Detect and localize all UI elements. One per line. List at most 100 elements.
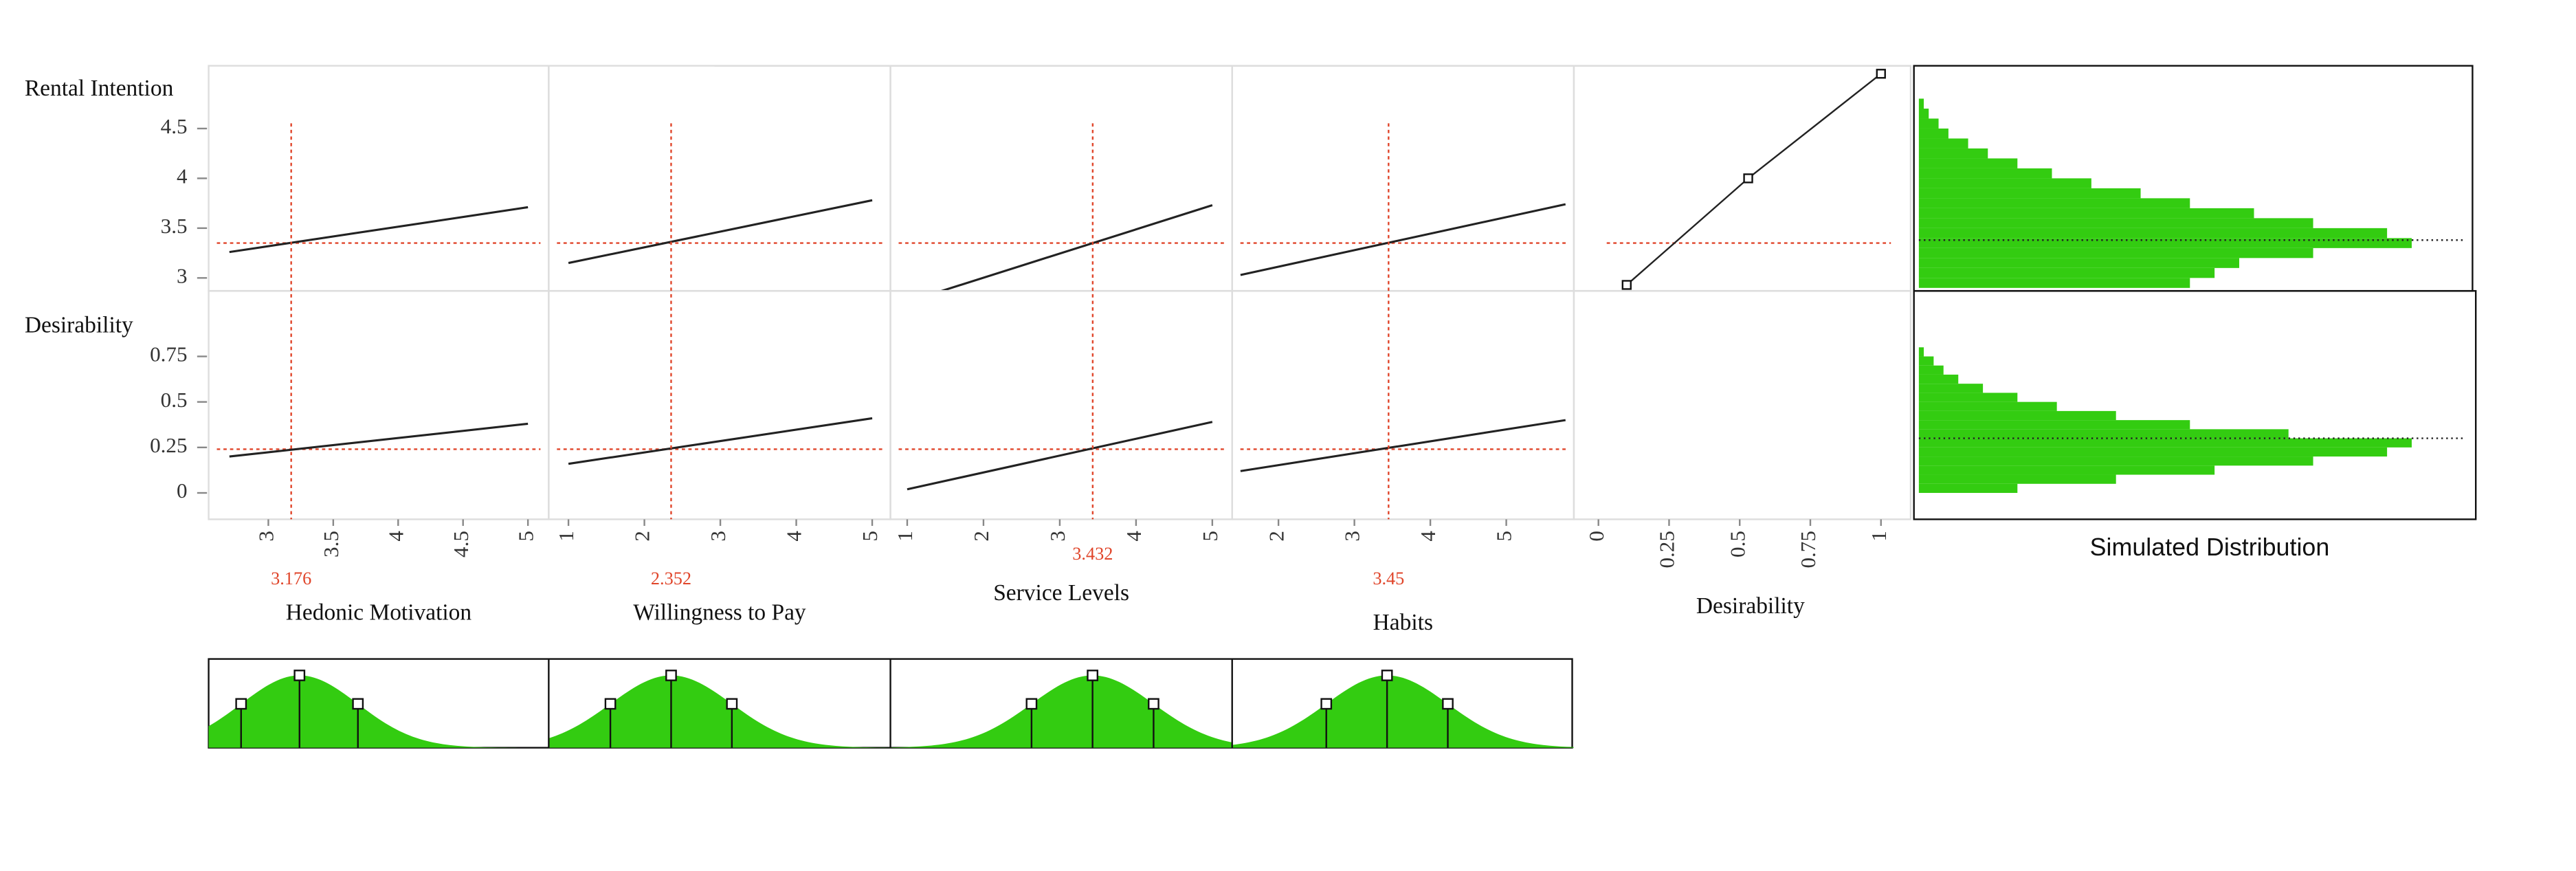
x-tick-label: 0.5 [1725, 531, 1749, 558]
sim-bar [1918, 138, 1968, 148]
factor-label: Hedonic Motivation [286, 600, 472, 626]
profile-line [568, 199, 873, 265]
input-distribution [1232, 675, 1574, 748]
y-tick-label: 0 [177, 478, 188, 503]
x-tick-label: 0 [1584, 531, 1608, 542]
profile-line [229, 422, 529, 458]
sim-bar [1918, 108, 1929, 119]
dist-handle [1442, 698, 1454, 710]
dist-handle [604, 698, 617, 710]
dist-handle [1381, 670, 1393, 681]
x-tick-label: 1 [893, 531, 917, 542]
sim-bar [1918, 278, 2190, 288]
x-tick-label: 2 [969, 531, 993, 542]
x-tick-label: 1 [554, 531, 578, 542]
x-tick-label: 4 [1122, 531, 1146, 542]
dist-handle [1320, 698, 1333, 710]
y-tick-label: 0.75 [150, 342, 187, 366]
factor-label: Desirability [1696, 593, 1805, 619]
panel [1573, 289, 1912, 520]
desirability-handle [1621, 280, 1632, 290]
y-tick-label: 0.5 [161, 388, 188, 412]
x-tick-label: 5 [858, 531, 882, 542]
dist-handle [726, 698, 738, 710]
sim-frame [1913, 289, 2477, 520]
y-tick-label: 0.25 [150, 433, 187, 457]
sim-bar [1918, 158, 2018, 168]
sim-bar [1918, 208, 2254, 219]
sim-bar [1918, 401, 2057, 411]
x-tick-label: 2 [630, 531, 654, 542]
sim-bar [1918, 393, 2018, 402]
x-tick-label: 4 [782, 531, 806, 542]
profile-line [1240, 203, 1566, 276]
desirability-handle [1743, 173, 1753, 184]
sim-bar [1918, 168, 2052, 179]
current-value: 2.352 [651, 569, 691, 588]
x-tick-label: 3 [706, 531, 730, 542]
current-value: 3.176 [271, 569, 311, 588]
x-tick-label: 3 [1340, 531, 1364, 542]
sim-bar [1918, 228, 2388, 239]
factor-label: Willingness to Pay [633, 600, 806, 626]
dist-handle [293, 670, 306, 681]
dist-handle [1025, 698, 1038, 710]
x-tick-label: 3.5 [319, 531, 343, 558]
dist-handle [1148, 698, 1159, 710]
sim-title: Simulated Distribution [2090, 533, 2330, 561]
sim-bar [1918, 118, 1939, 129]
profile-line [938, 204, 1213, 291]
x-tick-label: 0.75 [1796, 531, 1820, 568]
sim-bar [1918, 384, 1984, 393]
x-tick-label: 5 [1198, 531, 1222, 542]
sim-bar [1918, 474, 2116, 484]
y-tick-label: 3.5 [161, 214, 188, 238]
dist-handle [665, 670, 677, 681]
x-tick-label: 4.5 [449, 531, 473, 558]
sim-bar [1918, 447, 2388, 457]
sim-bar [1918, 429, 2289, 439]
sim-bar [1918, 258, 2239, 268]
x-tick-label: 4 [1416, 531, 1440, 542]
x-tick-label: 5 [513, 531, 537, 542]
x-tick-label: 4 [384, 531, 408, 542]
x-tick-label: 3 [254, 531, 278, 542]
factor-label: Service Levels [993, 580, 1129, 606]
profile-line [568, 417, 873, 465]
dist-handle [1087, 670, 1099, 681]
y-tick-label: 3 [177, 263, 188, 287]
sim-bar [1918, 178, 2091, 188]
sim-bar [1918, 420, 2190, 430]
dist-handle [235, 698, 247, 710]
input-distribution [890, 675, 1232, 748]
y-tick-label: 4.5 [161, 114, 188, 138]
sim-bar [1918, 410, 2116, 421]
sim-bar [1918, 267, 2215, 278]
sim-bar [1918, 365, 1944, 375]
sim-bar [1918, 347, 1924, 357]
sim-bar [1918, 128, 1948, 139]
dist-handle [352, 698, 364, 710]
sim-bar [1918, 148, 1988, 159]
input-distribution [208, 675, 549, 748]
x-tick-label: 2 [1264, 531, 1288, 542]
sim-bar [1918, 356, 1934, 366]
response-label: Rental Intention [25, 76, 174, 101]
x-tick-label: 1 [1867, 531, 1891, 542]
x-tick-label: 5 [1492, 531, 1516, 542]
sim-bar [1918, 438, 2412, 448]
sim-bar [1918, 483, 2018, 494]
current-value: 3.45 [1373, 569, 1404, 588]
x-tick-label: 0.25 [1655, 531, 1679, 568]
profile-line [907, 421, 1213, 491]
factor-label: Habits [1373, 610, 1433, 635]
sim-bar [1918, 247, 2313, 258]
y-tick-label: 4 [177, 164, 188, 188]
sim-bar [1918, 198, 2190, 208]
input-distribution [548, 675, 891, 748]
current-value: 3.432 [1072, 544, 1113, 564]
sim-bar [1918, 188, 2141, 199]
x-tick-label: 3 [1045, 531, 1069, 542]
sim-bar [1918, 465, 2215, 475]
